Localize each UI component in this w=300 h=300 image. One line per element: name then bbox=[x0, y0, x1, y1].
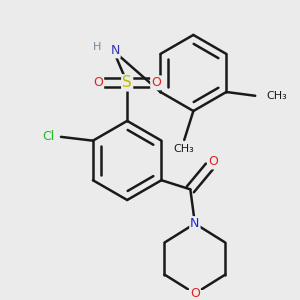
Text: CH₃: CH₃ bbox=[267, 91, 287, 101]
Text: Cl: Cl bbox=[43, 130, 55, 143]
Text: CH₃: CH₃ bbox=[174, 144, 195, 154]
Text: H: H bbox=[93, 42, 101, 52]
Text: O: O bbox=[93, 76, 103, 89]
Text: O: O bbox=[208, 155, 218, 169]
Text: S: S bbox=[122, 75, 132, 90]
Text: N: N bbox=[110, 44, 120, 57]
Text: N: N bbox=[190, 217, 200, 230]
Text: O: O bbox=[190, 287, 200, 300]
Text: O: O bbox=[151, 76, 161, 89]
